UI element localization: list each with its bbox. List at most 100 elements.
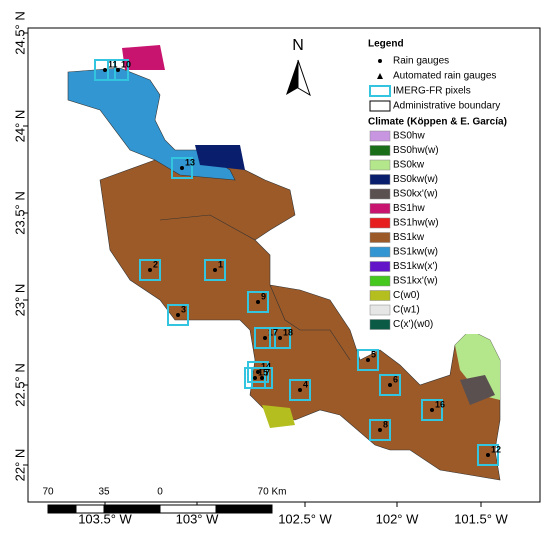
north-arrow-half <box>286 60 298 95</box>
scale-segment <box>159 504 217 514</box>
imerg-pixel <box>139 259 161 281</box>
rain-gauge <box>256 370 260 374</box>
legend-label: BS1kw <box>393 232 425 243</box>
station-label: 15 <box>258 367 268 377</box>
scale-segment <box>47 504 77 514</box>
rain-gauge <box>116 68 120 72</box>
rain-gauge <box>253 376 257 380</box>
rain-gauge <box>378 428 382 432</box>
imerg-pixel <box>369 419 391 441</box>
scale-segment <box>75 504 105 514</box>
scale-segment <box>103 504 161 514</box>
x-tick-label: 101.5° W <box>454 511 508 526</box>
legend-swatch <box>369 159 391 171</box>
north-label: N <box>292 37 304 54</box>
legend-swatch <box>369 246 391 258</box>
imerg-pixel <box>167 304 189 326</box>
rain-gauge <box>176 313 180 317</box>
scale-segment <box>215 504 273 514</box>
imerg-pixel <box>254 327 276 349</box>
imerg-pixel <box>421 399 443 421</box>
scale-label: 35 <box>98 487 110 498</box>
y-tick-label: 24° N <box>12 110 27 143</box>
y-tick-label: 23° N <box>12 284 27 317</box>
legend-box <box>362 34 538 334</box>
legend-label: C(w1) <box>393 305 420 316</box>
legend-label: BS1kw(x') <box>393 261 438 272</box>
legend-title: Legend <box>368 39 404 50</box>
legend-swatch <box>369 304 391 316</box>
scale-label: 0 <box>157 487 163 498</box>
scale-label: 70 <box>42 487 54 498</box>
legend-label: BS0kw <box>393 160 425 171</box>
legend-label: BS0kx'(w) <box>393 189 438 200</box>
legend-swatch <box>369 217 391 229</box>
imerg-pixel <box>357 349 379 371</box>
y-tick-label: 22.5° N <box>12 363 27 407</box>
station-label: 16 <box>435 399 445 409</box>
legend-symbol <box>369 100 391 112</box>
rain-gauge <box>263 336 267 340</box>
imerg-pixel <box>171 157 193 179</box>
rain-gauge <box>260 376 264 380</box>
legend-swatch <box>369 130 391 142</box>
legend-swatch <box>369 319 391 330</box>
imerg-pixel <box>269 327 291 349</box>
legend-label: BS1kw(w) <box>393 247 438 258</box>
station-label: 18 <box>283 327 293 337</box>
station-label: 6 <box>393 374 398 384</box>
north-arrow-half <box>297 59 311 97</box>
station-label: 7 <box>265 367 270 377</box>
rain-gauge <box>256 300 260 304</box>
legend-label: BS1kx'(w) <box>393 276 438 287</box>
imerg-pixel <box>204 259 226 281</box>
legend-label: Rain gauges <box>393 56 449 67</box>
legend-swatch <box>369 188 391 200</box>
rain-gauge <box>430 408 434 412</box>
rain-gauge <box>103 68 107 72</box>
rain-gauge <box>366 358 370 362</box>
x-tick-label: 102° W <box>376 511 420 526</box>
rain-gauge <box>298 388 302 392</box>
legend-label: BS0kw(w) <box>393 174 438 185</box>
legend-label: BS1hw(w) <box>393 218 439 229</box>
legend-symbol <box>377 73 383 79</box>
imerg-pixel <box>94 59 116 81</box>
rain-gauge <box>388 383 392 387</box>
station-label: 2 <box>153 259 158 269</box>
north-arrow: N <box>286 37 311 97</box>
bs0kw-w-region <box>195 145 245 170</box>
station-label: 13 <box>185 157 195 167</box>
rain-gauge <box>278 336 282 340</box>
imerg-pixel <box>247 291 269 313</box>
station-label: 11 <box>108 59 118 69</box>
station-label: 4 <box>303 379 308 389</box>
legend-label: BS0hw(w) <box>393 145 439 156</box>
y-tick-label: 24.5° N <box>12 11 27 55</box>
station-label: 17 <box>268 327 278 337</box>
legend-label: C(w0) <box>393 290 420 301</box>
legend-swatch <box>369 290 391 301</box>
station-label: 5 <box>371 349 376 359</box>
station-label: 1 <box>218 259 223 269</box>
station-label: 10 <box>121 59 131 69</box>
x-tick-label: 103.5° W <box>78 511 132 526</box>
x-tick-label: 103° W <box>176 511 220 526</box>
legend-symbol <box>378 59 382 63</box>
legend-label: IMERG-FR pixels <box>393 86 471 97</box>
imerg-pixel <box>289 379 311 401</box>
imerg-pixel <box>107 59 129 81</box>
station-label: 9 <box>261 291 266 301</box>
legend-label: C(x')(w0) <box>393 319 433 330</box>
imerg-pixel <box>477 444 499 466</box>
legend-swatch <box>369 203 391 214</box>
legend-swatch <box>369 145 391 156</box>
imerg-pixel <box>379 374 401 396</box>
scale-label: 70 Km <box>258 487 287 498</box>
legend-swatch <box>369 275 391 287</box>
station-label: 14 <box>261 361 271 371</box>
territory <box>67 45 501 481</box>
legend-label: BS1hw <box>393 203 425 214</box>
legend-label: Administrative boundary <box>393 101 500 112</box>
